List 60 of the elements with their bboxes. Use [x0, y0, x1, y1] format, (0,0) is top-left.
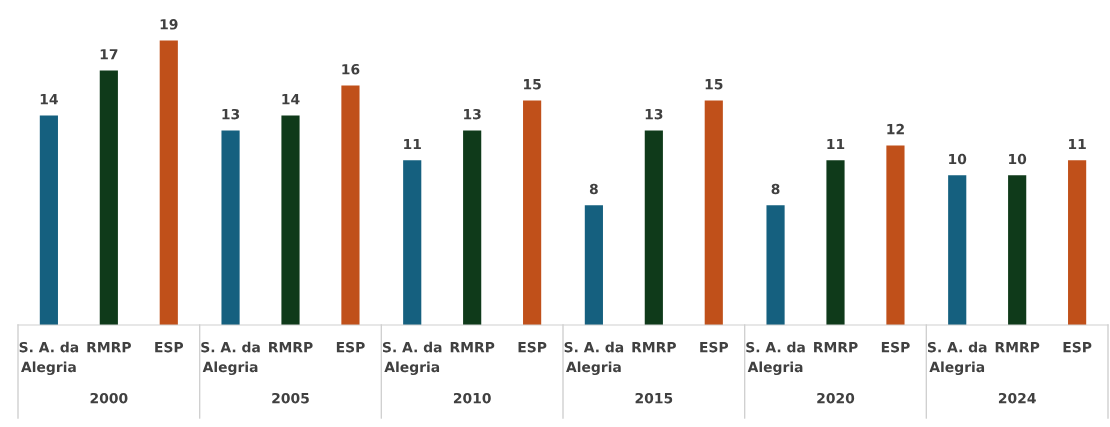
data-label: 14	[282, 94, 300, 105]
data-label: 8	[589, 183, 598, 195]
x-tick-label: 2020	[817, 392, 855, 404]
bar	[1008, 175, 1027, 325]
text: S. A. da Alegria	[201, 341, 260, 375]
bar	[99, 70, 118, 325]
bar	[523, 100, 542, 325]
text: ESP	[700, 341, 729, 353]
data-label: 13	[645, 108, 663, 120]
x-tick-label: 2024	[998, 392, 1036, 404]
bar	[403, 160, 422, 325]
text: S. A. da Alegria	[19, 341, 79, 375]
bar	[826, 160, 845, 325]
text: ESP	[1063, 341, 1092, 353]
data-label: 10	[949, 153, 967, 165]
bar	[948, 175, 967, 325]
bar	[644, 130, 663, 325]
x-tick-label: 2005	[272, 392, 309, 404]
bar	[584, 205, 603, 325]
bar	[704, 100, 723, 325]
text: ESP	[881, 341, 910, 353]
series-label: S. A. da Alegria	[382, 341, 442, 375]
bar	[766, 205, 785, 325]
bar	[463, 130, 482, 325]
text: S. A. da Alegria	[564, 341, 624, 375]
bar	[341, 85, 360, 325]
x-tick-label: 2000	[90, 392, 128, 404]
text: ESP	[155, 341, 184, 353]
data-label: 17	[100, 49, 118, 60]
series-label: RMRP	[450, 342, 495, 353]
data-label: 14	[40, 94, 58, 105]
bar	[159, 40, 178, 325]
text: RMRP	[87, 342, 131, 353]
text: RMRP	[995, 342, 1040, 353]
data-label: 13	[222, 108, 240, 120]
text: RMRP	[814, 342, 858, 353]
data-label: 19	[160, 19, 178, 30]
bar	[221, 130, 240, 325]
text: S. A. da Alegria	[927, 341, 987, 375]
text: RMRP	[269, 342, 313, 353]
bar	[1068, 160, 1087, 325]
data-label: 15	[705, 79, 723, 90]
bar	[886, 145, 905, 325]
x-tick-label: 2015	[635, 392, 673, 404]
text: S. A. da Alegria	[746, 341, 805, 375]
text: ESP	[336, 341, 365, 353]
data-label: 10	[1009, 153, 1027, 165]
data-label: 11	[1069, 139, 1086, 150]
data-label: 12	[887, 123, 904, 135]
data-label: 8	[771, 183, 780, 195]
bar	[281, 115, 300, 325]
data-label: 16	[342, 63, 360, 75]
data-label: 13	[464, 108, 481, 120]
data-label: 15	[524, 79, 541, 90]
bar	[39, 115, 58, 325]
series-label: ESP	[518, 341, 547, 353]
text: RMRP	[632, 342, 676, 353]
data-label: 11	[404, 139, 421, 150]
data-label: 11	[827, 139, 845, 150]
x-tick-label: 2010	[453, 392, 491, 404]
